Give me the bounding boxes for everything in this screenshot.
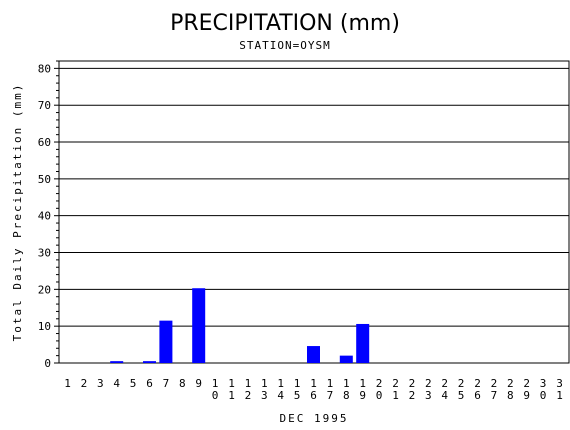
grid-lines bbox=[59, 67, 569, 327]
y-tick-label: 60 bbox=[38, 136, 51, 149]
x-tick-label: 9 bbox=[195, 377, 202, 390]
x-tick-label: 7 bbox=[163, 377, 170, 390]
y-tick-label: 70 bbox=[38, 99, 51, 112]
plot-frame bbox=[58, 60, 570, 364]
y-tick-label: 50 bbox=[38, 173, 51, 186]
bar-day-9 bbox=[192, 288, 206, 363]
bar-day-16 bbox=[307, 346, 320, 363]
y-tick-label: 10 bbox=[38, 320, 51, 333]
x-tick-label: 5 bbox=[130, 377, 137, 390]
y-tick-label: 80 bbox=[38, 62, 51, 75]
bar-day-7 bbox=[159, 320, 173, 363]
y-tick-label: 0 bbox=[44, 357, 51, 370]
y-axis-label: Total Daily Precipitation (mm) bbox=[11, 83, 24, 342]
y-tick-label: 40 bbox=[38, 210, 51, 223]
x-tick-label: 3 bbox=[97, 377, 104, 390]
chart-title: PRECIPITATION (mm) bbox=[170, 11, 400, 36]
y-axis-ticks: 0 10 20 30 40 50 60 70 80 bbox=[38, 60, 59, 370]
bar-day-18 bbox=[339, 355, 353, 363]
bars bbox=[110, 288, 370, 363]
x-axis-label: DEC 1995 bbox=[280, 412, 349, 425]
y-tick-label: 30 bbox=[38, 247, 51, 260]
bar-day-4 bbox=[110, 361, 124, 363]
x-axis-ticks: 1 2 3 4 5 6 7 8 9 1 01 11 21 31 41 51 61 71 81 92 02 12 22 32 42… bbox=[64, 377, 563, 402]
x-tick-label: 6 bbox=[146, 377, 153, 390]
x-tick-label: 8 bbox=[179, 377, 186, 390]
x-tick-label: 4 bbox=[113, 377, 120, 390]
bar-day-19 bbox=[356, 323, 370, 363]
x-tick-label: 1 bbox=[64, 377, 71, 390]
x-tick-label: 2 bbox=[81, 377, 88, 390]
y-tick-label: 20 bbox=[38, 283, 51, 296]
bar-day-6 bbox=[143, 361, 156, 363]
chart-subtitle: STATION=OYSM bbox=[239, 39, 330, 52]
